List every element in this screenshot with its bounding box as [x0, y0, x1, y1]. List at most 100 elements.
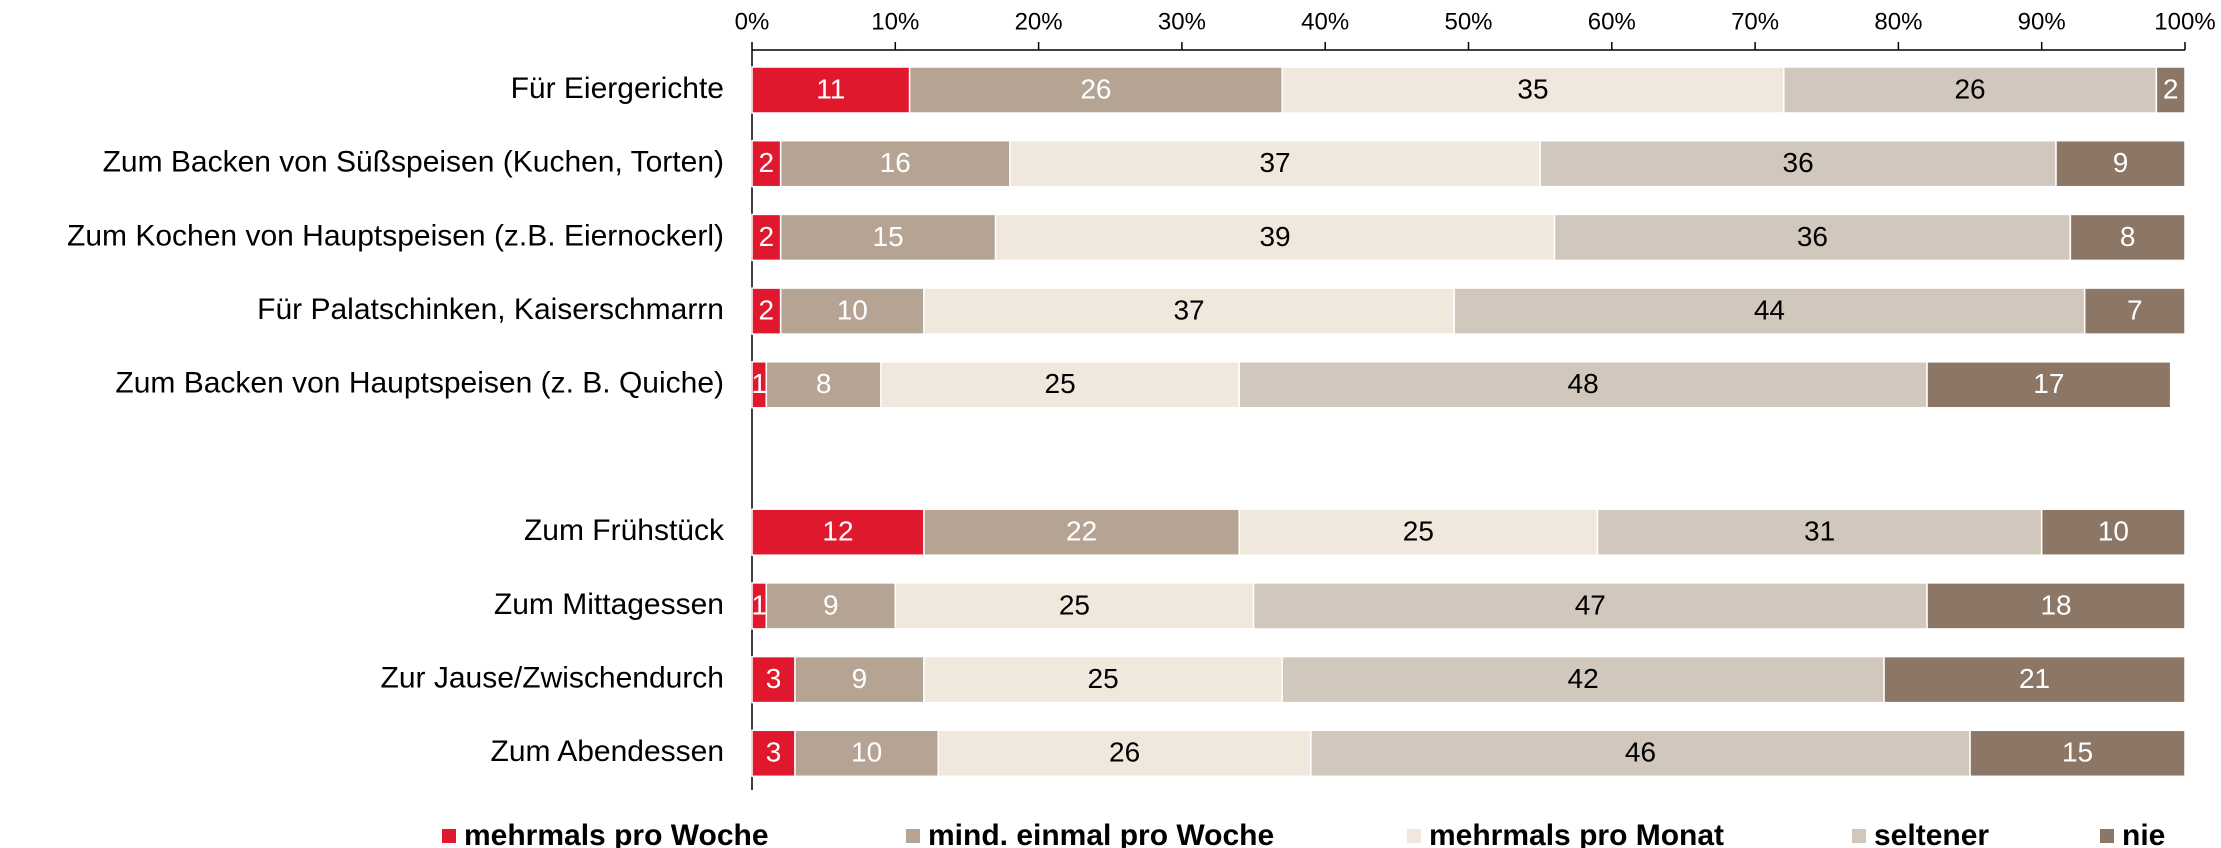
x-tick-label: 90% [2018, 8, 2066, 35]
bar-segment [1238, 508, 1599, 556]
value-label: 11 [816, 73, 845, 104]
legend-swatch [1407, 829, 1421, 843]
category-label: Für Eiergerichte [511, 72, 724, 105]
bar-segment [880, 361, 1240, 409]
bar-segment [1926, 582, 2186, 630]
value-label: 10 [851, 737, 882, 768]
bar-segment [1783, 66, 2158, 114]
bar-segment [779, 139, 1011, 188]
value-label: 15 [2062, 737, 2093, 768]
bar-segment [908, 66, 1283, 114]
bar-segment [1969, 729, 2186, 778]
value-label: 1 [751, 589, 767, 620]
bar-segment [1596, 508, 2043, 556]
legend-swatch [442, 829, 456, 843]
category-label: Zum Kochen von Hauptspeisen (z.B. Eierno… [67, 219, 724, 252]
bar-segment [923, 287, 1455, 335]
x-tick-label: 100% [2154, 8, 2215, 35]
legend-swatch [906, 829, 920, 843]
value-label: 9 [2113, 147, 2129, 178]
value-label: 46 [1625, 737, 1656, 768]
value-label: 9 [823, 589, 839, 620]
value-label: 37 [1259, 147, 1290, 178]
legend-swatch [1852, 829, 1866, 843]
value-label: 25 [1059, 589, 1090, 620]
value-label: 37 [1173, 294, 1204, 325]
x-tick-label: 50% [1444, 8, 1492, 35]
value-label: 9 [852, 663, 868, 694]
bar-segment [751, 213, 782, 262]
legend-label: mehrmals pro Monat [1429, 819, 1724, 848]
value-label: 25 [1088, 663, 1119, 694]
value-label: 39 [1259, 221, 1290, 252]
value-label: 2 [759, 221, 775, 252]
value-label: 48 [1568, 368, 1599, 399]
value-label: 36 [1783, 147, 1814, 178]
category-label: Zur Jause/Zwischendurch [381, 662, 724, 695]
x-tick-label: 80% [1874, 8, 1922, 35]
x-tick-label: 0% [735, 8, 770, 35]
legend-swatch [2100, 829, 2114, 843]
bar-segment [1539, 139, 2057, 188]
bar-segment [2155, 66, 2186, 114]
bar-segment [923, 508, 1240, 556]
bar-segment [794, 729, 940, 778]
bar-segment [765, 582, 897, 630]
value-label: 7 [2127, 294, 2143, 325]
bar-segment [1238, 361, 1928, 409]
bar-segment [2083, 287, 2186, 335]
value-label: 26 [1109, 737, 1140, 768]
value-label: 1 [751, 368, 767, 399]
value-label: 47 [1575, 589, 1606, 620]
bar-segment [994, 213, 1556, 262]
value-label: 17 [2033, 368, 2064, 399]
bar-segment [1926, 361, 2172, 409]
value-label: 3 [766, 663, 782, 694]
bar-segment [1453, 287, 2086, 335]
value-label: 8 [2120, 221, 2136, 252]
value-label: 25 [1403, 516, 1434, 547]
bar-segment [1310, 729, 1971, 778]
legend-label: mehrmals pro Woche [464, 819, 769, 848]
bar-segment [1281, 655, 1885, 704]
bar-segment [2040, 508, 2186, 556]
category-label: Zum Backen von Süßspeisen (Kuchen, Torte… [103, 146, 724, 179]
value-label: 42 [1568, 663, 1599, 694]
value-label: 22 [1066, 516, 1097, 547]
x-tick-label: 40% [1301, 8, 1349, 35]
value-label: 31 [1804, 516, 1835, 547]
legend-label: mind. einmal pro Woche [928, 819, 1274, 848]
category-label: Für Palatschinken, Kaiserschmarrn [257, 293, 724, 326]
x-tick-label: 30% [1158, 8, 1206, 35]
bar-segment [1883, 655, 2186, 704]
bar-segment [751, 729, 796, 778]
bar-segment [1252, 582, 1928, 630]
value-label: 25 [1045, 368, 1076, 399]
bar-segment [794, 655, 925, 704]
value-label: 18 [2040, 589, 2071, 620]
category-label: Zum Backen von Hauptspeisen (z. B. Quich… [115, 367, 724, 400]
category-label: Zum Mittagessen [494, 588, 724, 621]
value-label: 35 [1517, 73, 1548, 104]
x-tick-label: 60% [1588, 8, 1636, 35]
bar-segment [779, 287, 925, 335]
value-label: 26 [1080, 73, 1111, 104]
bar-segment [765, 361, 882, 409]
value-label: 44 [1754, 294, 1785, 325]
bar-segment [751, 139, 782, 188]
value-label: 15 [873, 221, 904, 252]
value-label: 10 [837, 294, 868, 325]
value-label: 21 [2019, 663, 2050, 694]
x-tick-label: 20% [1015, 8, 1063, 35]
bar-segment [2055, 139, 2186, 188]
category-label: Zum Abendessen [491, 735, 724, 768]
value-label: 36 [1797, 221, 1828, 252]
value-label: 2 [2163, 73, 2179, 104]
value-label: 16 [880, 147, 911, 178]
category-label: Zum Frühstück [524, 514, 725, 547]
value-label: 2 [759, 294, 775, 325]
value-label: 3 [766, 737, 782, 768]
bar-segment [751, 287, 782, 335]
legend-label: seltener [1874, 819, 1989, 848]
